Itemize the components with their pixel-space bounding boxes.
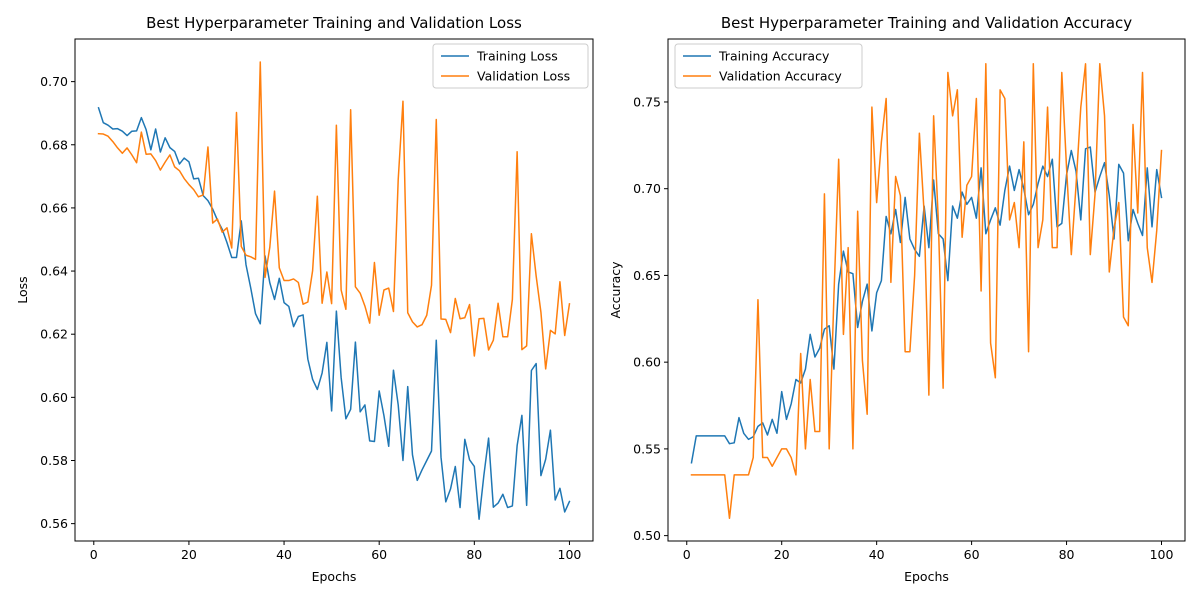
legend-label: Training Accuracy [718,49,830,64]
legend-label: Validation Accuracy [719,69,842,84]
y-tick-label: 0.60 [40,390,68,405]
x-tick-label: 20 [181,547,197,562]
x-tick-label: 60 [964,547,980,562]
y-tick-label: 0.64 [40,264,68,279]
series-line-training-accuracy [690,146,1163,464]
y-tick-label: 0.56 [40,516,68,531]
plot-frame [74,38,594,542]
x-tick-label: 80 [1059,547,1075,562]
chart-panel-1: 0 20 40 60 80 100 0.56 0.58 0.60 0.62 0.64 0.66 0.68… [15,14,594,584]
legend-box [674,43,863,89]
x-axis-label: Epochs [312,569,357,584]
y-axis-label: Accuracy [608,261,623,319]
legend: Training Accuracy Validation Accuracy [674,43,863,89]
x-tick-label: 40 [276,547,292,562]
y-tick-label: 0.75 [633,94,661,109]
y-tick-label: 0.55 [633,441,661,456]
y-tick-label: 0.66 [40,200,68,215]
legend-label: Validation Loss [477,69,570,84]
x-tick-label: 20 [774,547,790,562]
x-tick-label: 40 [869,547,885,562]
legend: Training Loss Validation Loss [432,43,589,89]
legend-box [432,43,589,89]
y-tick-label: 0.70 [40,74,68,89]
y-tick-label: 0.60 [633,355,661,370]
series-line-training-loss [97,106,571,520]
chart-panel-2: 0 20 40 60 80 100 0.50 0.55 0.60 0.65 0.70 0.75 Best… [608,14,1186,584]
series-line-validation-loss [97,61,571,370]
legend-label: Training Loss [476,49,558,64]
y-axis-label: Loss [15,276,30,303]
y-tick-label: 0.58 [40,453,68,468]
x-tick-label: 100 [558,547,582,562]
x-tick-label: 60 [371,547,387,562]
chart-title: Best Hyperparameter Training and Validat… [721,14,1132,32]
x-tick-label: 80 [466,547,482,562]
x-tick-label: 0 [90,547,98,562]
y-tick-label: 0.68 [40,137,68,152]
x-tick-label: 100 [1150,547,1174,562]
y-tick-label: 0.50 [633,528,661,543]
chart-title: Best Hyperparameter Training and Validat… [146,14,522,32]
plot-frame [667,38,1186,542]
x-tick-label: 0 [683,547,691,562]
y-tick-label: 0.65 [633,268,661,283]
y-tick-label: 0.62 [40,327,68,342]
x-axis-label: Epochs [904,569,949,584]
series-line-validation-accuracy [690,63,1163,520]
y-tick-label: 0.70 [633,181,661,196]
